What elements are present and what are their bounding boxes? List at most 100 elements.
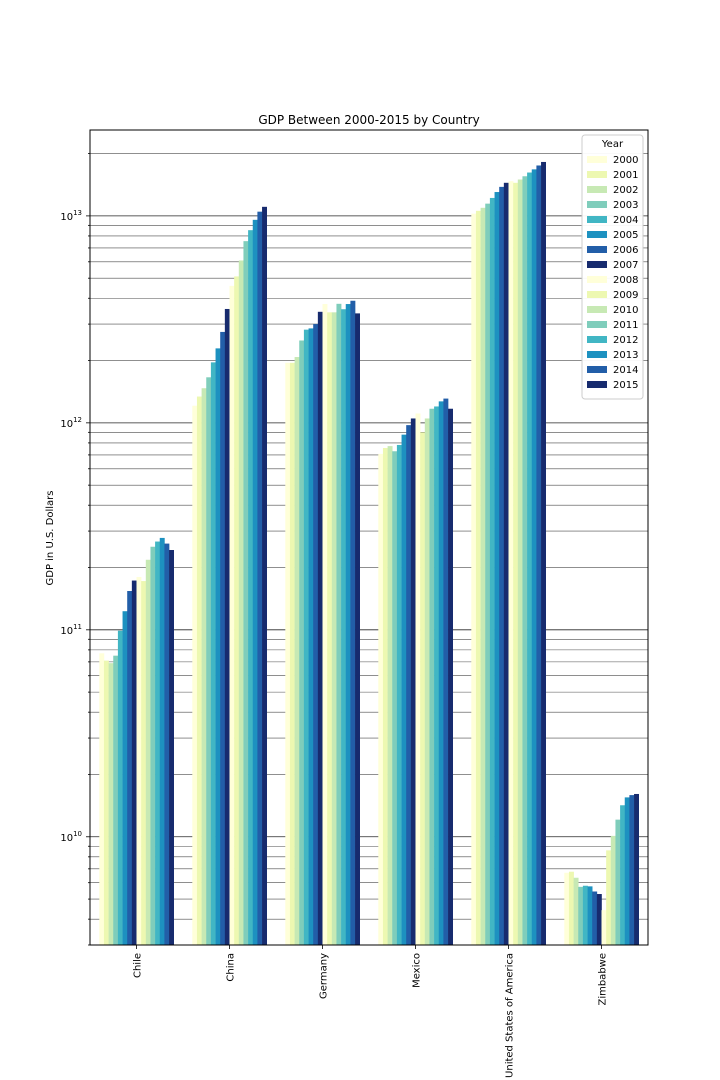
bar-2012	[341, 309, 347, 945]
legend-swatch-2010	[587, 306, 607, 313]
legend-swatch-2001	[587, 171, 607, 178]
bar-2002	[480, 207, 486, 946]
legend: Year 2000 2001 2002 2003 2004 2005 2006 2007 2008…	[581, 134, 644, 400]
legend-label-2015: 2015	[613, 380, 638, 391]
bar-2012	[527, 172, 533, 945]
bar-2009	[234, 276, 240, 945]
bar-2015	[541, 161, 546, 945]
bar-2011	[615, 819, 621, 945]
bar-2007	[596, 894, 602, 945]
bar-2014	[257, 211, 263, 945]
bar-2011	[522, 176, 528, 945]
bar-2015	[634, 793, 639, 945]
legend-swatch-2006	[587, 246, 607, 253]
x-tick-label: Zimbabwe	[598, 953, 609, 1006]
bar-2002	[108, 663, 114, 945]
bar-2014	[164, 543, 170, 945]
bar-2010	[610, 835, 616, 945]
bar-2003	[578, 886, 584, 945]
bar-2007	[224, 308, 230, 945]
legend-swatch-2003	[587, 201, 607, 208]
bar-2006	[499, 186, 505, 946]
bar-2012	[434, 406, 440, 946]
bar-2007	[410, 418, 416, 945]
bar-2012	[248, 230, 254, 945]
bar-2010	[424, 418, 430, 945]
bar-2015	[448, 408, 453, 945]
y-tick-label: 1011	[60, 623, 82, 637]
bar-2015	[169, 550, 174, 945]
legend-swatch-2015	[587, 381, 607, 388]
bar-2005	[401, 434, 407, 945]
bar-2011	[336, 303, 342, 945]
legend-swatch-2000	[587, 156, 607, 163]
bar-2002	[387, 446, 393, 945]
legend-label-2000: 2000	[613, 155, 638, 166]
x-tick-label: Mexico	[412, 953, 423, 988]
bar-2007	[503, 182, 509, 945]
bar-2001	[568, 871, 574, 945]
bar-2005	[587, 886, 593, 945]
bar-2000	[285, 362, 291, 946]
bar-2006	[592, 891, 598, 945]
bar-2009	[141, 581, 147, 945]
bar-2002	[294, 357, 300, 945]
plot-frame	[89, 129, 649, 946]
bar-2013	[159, 537, 165, 945]
bar-2001	[382, 447, 388, 945]
x-tick-label: China	[226, 953, 237, 982]
bar-2002	[201, 388, 207, 945]
bar-2009	[420, 432, 426, 946]
bar-2010	[331, 312, 337, 945]
bar-2003	[299, 340, 305, 945]
legend-label-2012: 2012	[613, 335, 638, 346]
bar-2005	[215, 348, 221, 945]
bar-2014	[443, 398, 449, 945]
bar-2013	[345, 304, 351, 945]
chart-title: GDP Between 2000-2015 by Country	[258, 113, 479, 127]
grid-lines	[90, 153, 648, 946]
bar-2001	[196, 396, 202, 945]
x-axis: Chile China Germany Mexico United States of …	[133, 945, 609, 1078]
legend-swatch-2013	[587, 351, 607, 358]
y-axis: 1010 1011 1012 1013	[60, 153, 90, 946]
y-tick-label: 1013	[60, 209, 82, 223]
legend-swatch-2009	[587, 291, 607, 298]
bar-2003	[113, 655, 119, 945]
legend-label-2002: 2002	[613, 185, 638, 196]
legend-label-2010: 2010	[613, 305, 638, 316]
legend-label-2001: 2001	[613, 170, 638, 181]
bar-2007	[131, 580, 137, 945]
bar-2014	[629, 795, 635, 945]
bar-2008	[601, 910, 607, 945]
bar-2010	[238, 260, 244, 945]
legend-label-2008: 2008	[613, 275, 638, 286]
bar-2012	[620, 805, 626, 945]
legend-swatch-2011	[587, 321, 607, 328]
bar-2000	[471, 213, 477, 945]
bars	[99, 161, 639, 946]
bar-2001	[289, 362, 295, 946]
bar-2001	[103, 660, 109, 945]
bar-2015	[262, 206, 267, 945]
legend-label-2004: 2004	[613, 215, 638, 226]
bar-2004	[396, 444, 402, 945]
y-tick-label: 1012	[60, 416, 82, 430]
bar-2014	[350, 300, 356, 945]
bar-2003	[206, 377, 212, 945]
bar-2006	[220, 331, 226, 945]
bar-2005	[494, 192, 500, 945]
bar-2004	[303, 329, 309, 945]
bar-2010	[517, 179, 523, 946]
bar-2001	[475, 210, 481, 946]
legend-swatch-2008	[587, 276, 607, 283]
legend-swatch-2007	[587, 261, 607, 268]
bar-2009	[327, 312, 333, 945]
bar-2011	[150, 546, 156, 945]
bar-2013	[252, 219, 258, 945]
x-tick-label: Germany	[319, 953, 330, 999]
legend-swatch-2012	[587, 336, 607, 343]
legend-swatch-2002	[587, 186, 607, 193]
legend-label-2003: 2003	[613, 200, 638, 211]
bar-2003	[392, 451, 398, 945]
